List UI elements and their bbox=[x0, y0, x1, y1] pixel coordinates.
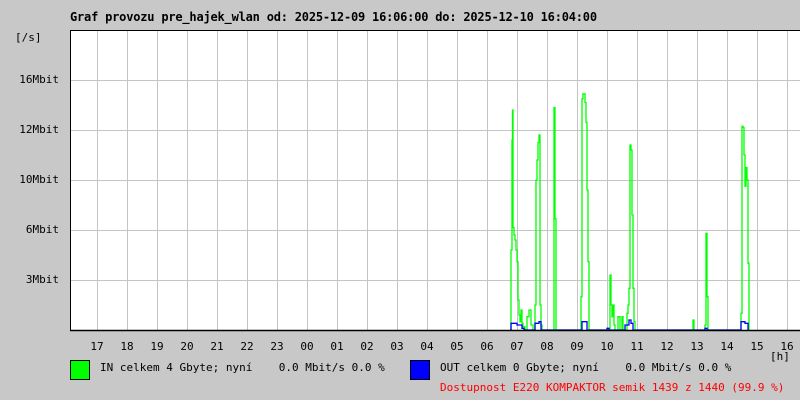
legend-in-text: IN celkem 4 Gbyte; nyní 0.0 Mbit/s 0.0 % bbox=[100, 361, 385, 374]
x-tick-label: 09 bbox=[570, 340, 584, 353]
x-tick-label: 03 bbox=[390, 340, 404, 353]
x-tick-label: 11 bbox=[630, 340, 644, 353]
y-tick-label: 16Mbit bbox=[19, 73, 59, 86]
x-tick-label: 16 bbox=[780, 340, 794, 353]
x-tick-label: 19 bbox=[150, 340, 164, 353]
x-tick-label: 21 bbox=[210, 340, 224, 353]
y-tick-label: 6Mbit bbox=[25, 223, 59, 236]
x-tick-label: 06 bbox=[480, 340, 494, 353]
x-tick-label: 05 bbox=[450, 340, 464, 353]
x-tick-label: 22 bbox=[240, 340, 254, 353]
x-tick-label: 17 bbox=[90, 340, 104, 353]
availability-text: Dostupnost E220 KOMPAKTOR semik 1439 z 1… bbox=[440, 381, 785, 394]
y-tick-label: 12Mbit bbox=[19, 123, 59, 136]
x-tick-label: 08 bbox=[540, 340, 554, 353]
x-axis-unit: [h] bbox=[770, 350, 790, 363]
x-tick-label: 18 bbox=[120, 340, 134, 353]
series-line-in bbox=[510, 93, 750, 331]
x-tick-label: 23 bbox=[270, 340, 284, 353]
chart-title: Graf provozu pre_hajek_wlan od: 2025-12-… bbox=[70, 10, 597, 24]
x-tick-label: 13 bbox=[690, 340, 704, 353]
y-tick-label: 10Mbit bbox=[19, 173, 59, 186]
x-tick-label: 04 bbox=[420, 340, 434, 353]
x-tick-label: 20 bbox=[180, 340, 194, 353]
x-tick-label: 12 bbox=[660, 340, 674, 353]
x-tick-label: 14 bbox=[720, 340, 734, 353]
x-tick-label: 00 bbox=[300, 340, 314, 353]
x-tick-label: 15 bbox=[750, 340, 764, 353]
legend-out-swatch bbox=[410, 360, 430, 380]
legend-out-text: OUT celkem 0 Gbyte; nyní 0.0 Mbit/s 0.0 … bbox=[440, 361, 732, 374]
x-tick-label: 02 bbox=[360, 340, 374, 353]
legend-in-swatch bbox=[70, 360, 90, 380]
y-tick-label: 3Mbit bbox=[25, 273, 59, 286]
x-tick-label: 10 bbox=[600, 340, 614, 353]
x-tick-label: 07 bbox=[510, 340, 524, 353]
y-axis-unit: [/s] bbox=[15, 31, 42, 44]
x-tick-label: 01 bbox=[330, 340, 344, 353]
series-line-out bbox=[510, 319, 749, 331]
